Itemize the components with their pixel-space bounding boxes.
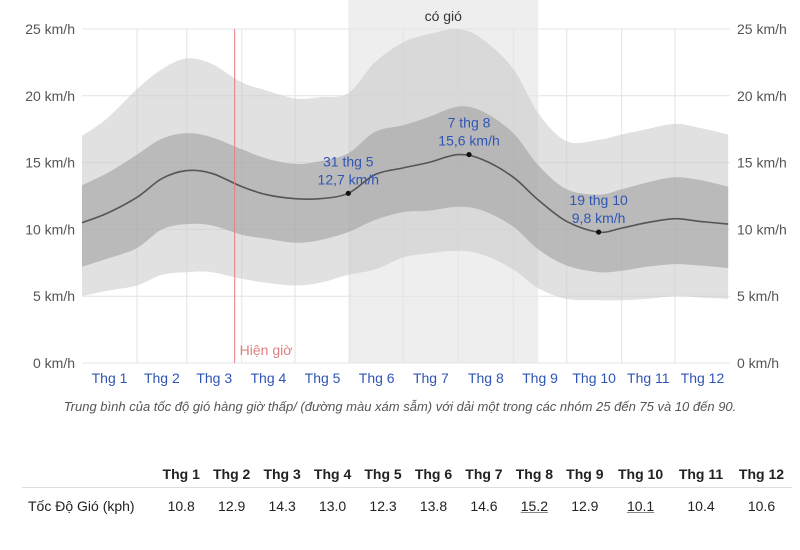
- table-row: Tốc Độ Gió (kph) 10.8 12.9 14.3 13.0 12.…: [22, 487, 792, 524]
- table-cell: 15.2: [509, 487, 560, 524]
- table-header-cell: Thg 8: [515, 466, 554, 482]
- table-header-row: Thg 1 Thg 2 Thg 3 Thg 4 Thg 5 Thg 6 Thg …: [22, 461, 792, 488]
- annotation-date: 31 thg 5: [323, 153, 374, 169]
- y-tick-label: 25 km/h: [737, 21, 787, 37]
- table-cell: 12.3: [357, 487, 409, 524]
- table-cell: 14.3: [256, 487, 308, 524]
- annotation-value: 15,6 km/h: [438, 133, 499, 149]
- windy-season-label: có gió: [425, 8, 463, 24]
- annotation-date: 19 thg 10: [569, 192, 628, 208]
- annotation-date: 7 thg 8: [448, 115, 491, 131]
- x-tick-label: Thg 4: [251, 370, 287, 386]
- annotation-point: [596, 229, 602, 235]
- table-cell-value: 10.1: [626, 498, 655, 514]
- table-cell-value: 15.2: [520, 498, 549, 514]
- annotation-value: 9,8 km/h: [572, 210, 626, 226]
- x-tick-label: Thg 8: [468, 370, 504, 386]
- table-header-cell: Thg 5: [364, 466, 402, 482]
- table-header-cell: Thg 4: [313, 466, 352, 482]
- table-cell: 10.8: [156, 487, 207, 524]
- table-cell-value: 12.9: [571, 498, 599, 514]
- monthly-wind-table: Thg 1 Thg 2 Thg 3 Thg 4 Thg 5 Thg 6 Thg …: [22, 461, 792, 524]
- table-header-cell: Thg 11: [678, 466, 724, 482]
- table-row-label: Tốc Độ Gió (kph): [22, 487, 156, 524]
- table-header-cell: Thg 3: [263, 466, 301, 482]
- x-tick-label: Thg 5: [305, 370, 341, 386]
- table-header-cell: Thg 9: [566, 466, 604, 482]
- x-tick-label: Thg 2: [144, 370, 180, 386]
- table-cell: 14.6: [458, 487, 510, 524]
- band-25-75: [82, 106, 729, 273]
- annotations: 31 thg 5 12,7 km/h 7 thg 8 15,6 km/h 19 thg …: [318, 115, 628, 235]
- table-cell: 10.1: [610, 487, 672, 524]
- x-tick-label: Thg 1: [92, 370, 128, 386]
- table-cell-value: 12.9: [218, 498, 246, 514]
- y-tick-label: 10 km/h: [737, 221, 787, 237]
- table-cell: 13.0: [307, 487, 358, 524]
- table-header-cell: Thg 1: [162, 466, 200, 482]
- y-tick-label: 25 km/h: [25, 21, 75, 37]
- chart-caption: Trung bình của tốc độ gió hàng giờ thấp/…: [63, 399, 737, 414]
- wind-speed-chart: có gió Hiện giờ 0 km/h 5 km/h 10 km/h 15 km…: [25, 0, 787, 386]
- x-tick-label: Thg 3: [196, 370, 232, 386]
- table-header-cell: Thg 7: [465, 466, 503, 482]
- table-cell-value: 10.6: [747, 498, 776, 514]
- x-tick-label: Thg 9: [522, 370, 558, 386]
- y-tick-label: 5 km/h: [737, 288, 779, 304]
- table-cell: 13.8: [408, 487, 459, 524]
- annotation-point: [466, 151, 472, 158]
- y-tick-label: 15 km/h: [25, 155, 75, 171]
- y-tick-label: 10 km/h: [25, 221, 75, 237]
- table-header-cell: Thg 6: [414, 466, 453, 482]
- table-cell-value: 10.4: [687, 498, 715, 514]
- table-cell-value: 13.0: [318, 498, 347, 514]
- table-cell-value: 14.6: [470, 498, 498, 514]
- table-header-cell: Thg 12: [738, 466, 785, 482]
- x-tick-label: Thg 10: [572, 370, 616, 386]
- table-cell-value: 14.3: [268, 498, 296, 514]
- y-tick-label: 0 km/h: [737, 355, 779, 371]
- x-tick-label: Thg 12: [681, 370, 725, 386]
- table-header-cell: Thg 2: [213, 466, 251, 482]
- table-cell: 10.6: [730, 487, 792, 524]
- y-tick-label: 15 km/h: [737, 155, 787, 171]
- table-header-blank: [22, 461, 156, 488]
- table-cell-value: 12.3: [369, 498, 397, 514]
- table-cell: 10.4: [671, 487, 731, 524]
- mean-wind-line: [81, 153, 729, 234]
- annotation-point: [345, 190, 351, 196]
- x-tick-label: Thg 11: [627, 370, 670, 386]
- table-cell: 12.9: [206, 487, 257, 524]
- x-axis-months: Thg 1 Thg 2 Thg 3 Thg 4 Thg 5 Thg 6 Thg 7 Thg 8…: [92, 370, 725, 386]
- table-header-cell: Thg 10: [618, 466, 664, 482]
- y-axis-left: 0 km/h 5 km/h 10 km/h 15 km/h 20 km/h 25 km/h: [25, 21, 75, 371]
- x-tick-label: Thg 7: [413, 370, 449, 386]
- y-tick-label: 5 km/h: [33, 288, 75, 304]
- y-tick-label: 0 km/h: [33, 355, 75, 371]
- table-cell-value: 13.8: [419, 498, 448, 514]
- y-tick-label: 20 km/h: [737, 88, 787, 104]
- table-cell-value: 10.8: [167, 498, 195, 514]
- table-cell: 12.9: [559, 487, 611, 524]
- x-tick-label: Thg 6: [359, 370, 395, 386]
- annotation-value: 12,7 km/h: [318, 171, 379, 187]
- y-tick-label: 20 km/h: [25, 88, 75, 104]
- now-marker-label: Hiện giờ: [240, 342, 293, 358]
- y-axis-right: 0 km/h 5 km/h 10 km/h 15 km/h 20 km/h 25 km/h: [737, 21, 787, 371]
